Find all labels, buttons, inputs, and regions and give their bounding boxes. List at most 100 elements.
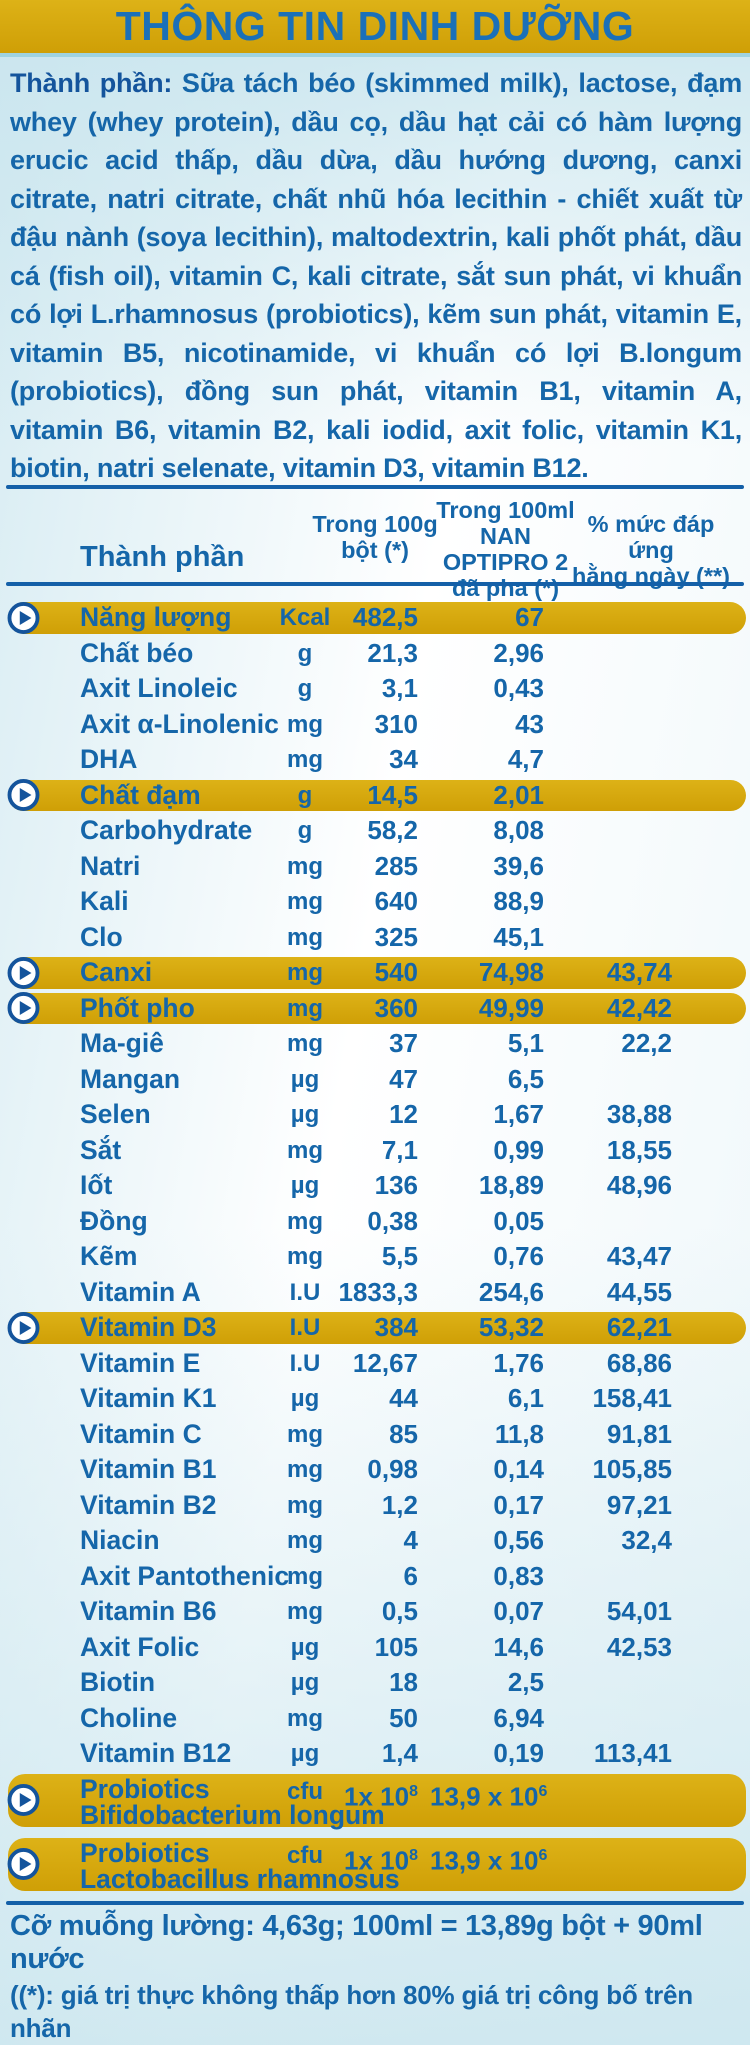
nutrient-unit: mg xyxy=(287,1491,323,1519)
value-per-100ml: 2,01 xyxy=(493,779,544,810)
value-per-100g: 0,98 xyxy=(367,1454,418,1484)
footer-notes: Cỡ muỗng lường: 4,63g; 100ml = 13,89g bộ… xyxy=(10,1910,742,2045)
nutrient-unit: mg xyxy=(287,1562,323,1590)
nutrient-unit: µg xyxy=(290,1740,320,1767)
play-icon xyxy=(7,779,40,812)
nutrient-row: DHA mg 34 4,7 xyxy=(0,742,750,778)
value-per-100ml: 74,98 xyxy=(478,957,544,987)
nutrient-unit: mg xyxy=(287,994,323,1022)
column-header-per-100g: Trong 100g bột (*) xyxy=(312,511,438,563)
daily-value-percent: 32,4 xyxy=(621,1525,672,1555)
nutrient-row: Niacin mg 4 0,56 32,4 xyxy=(0,1523,750,1559)
value-per-100g: 540 xyxy=(374,957,418,987)
value-per-100g: 37 xyxy=(389,1028,418,1058)
value-per-100ml: 67 xyxy=(515,602,544,632)
nutrient-row: Kẽm mg 5,5 0,76 43,47 xyxy=(0,1239,750,1275)
nutrient-row: Axit Pantothenic mg 6 0,83 xyxy=(0,1559,750,1595)
value-per-100g: 21,3 xyxy=(367,637,418,668)
nutrient-row: Phốt pho mg 360 49,99 42,42 xyxy=(0,991,750,1027)
value-per-100ml: 0,43 xyxy=(493,673,544,703)
value-per-100ml: 11,8 xyxy=(494,1418,544,1449)
nutrient-name: Chất béo xyxy=(80,637,194,668)
nutrient-unit: cfu xyxy=(287,1777,323,1805)
nutrient-unit: mg xyxy=(287,746,323,773)
value-per-100ml: 2,96 xyxy=(493,637,544,668)
nutrient-row: Carbohydrate g 58,2 8,08 xyxy=(0,813,750,849)
nutrient-name: Chất đạm xyxy=(80,779,201,810)
nutrient-row: Ma-giê mg 37 5,1 22,2 xyxy=(0,1026,750,1062)
value-per-100ml: 0,19 xyxy=(493,1738,544,1768)
value-per-100g: 325 xyxy=(374,921,418,952)
scoop-size-line: Cỡ muỗng lường: 4,63g; 100ml = 13,89g bộ… xyxy=(10,1910,703,1975)
value-per-100g: 12,67 xyxy=(352,1347,418,1378)
ingredients-text: Sữa tách béo (skimmed milk), lactose, đạ… xyxy=(10,68,742,483)
value-per-100g: 18 xyxy=(389,1667,418,1697)
row-highlight xyxy=(8,1312,746,1344)
value-per-100g: 1,2 xyxy=(381,1489,418,1520)
value-per-100ml: 0,07 xyxy=(493,1596,544,1626)
nutrient-unit: mg xyxy=(287,1598,323,1625)
nutrient-row: Canxi mg 540 74,98 43,74 xyxy=(0,955,750,991)
nutrient-name: Axit Linoleic xyxy=(80,673,238,703)
value-per-100g: 47 xyxy=(389,1063,418,1094)
nutrient-unit: mg xyxy=(287,1456,323,1483)
ingredients-label: Thành phần: xyxy=(10,68,173,98)
daily-value-percent: 62,21 xyxy=(606,1312,672,1342)
value-per-100ml: 5,1 xyxy=(507,1028,544,1058)
row-highlight xyxy=(8,1837,746,1891)
value-per-100g: 14,5 xyxy=(367,779,418,810)
nutrient-name: Iốt xyxy=(80,1170,113,1200)
nutrient-name: Carbohydrate xyxy=(80,815,253,845)
nutrient-unit: µg xyxy=(290,1385,320,1412)
nutrient-name: Vitamin K1 xyxy=(80,1383,217,1413)
title-band: THÔNG TIN DINH DƯỠNG xyxy=(0,0,750,57)
value-per-100ml: 0,99 xyxy=(493,1134,544,1165)
nutrient-row: Mangan µg 47 6,5 xyxy=(0,1062,750,1098)
nutrient-name: Vitamin B12 xyxy=(80,1738,232,1768)
divider-bottom xyxy=(6,1901,744,1905)
nutrient-unit: I.U xyxy=(289,1349,321,1377)
nutrient-row: Probiotics Bifidobacterium longum cfu 1x 10… xyxy=(0,1772,750,1829)
nutrient-unit: mg xyxy=(287,1527,323,1554)
value-per-100ml: 1,67 xyxy=(493,1099,544,1129)
nutrient-unit: µg xyxy=(290,1065,320,1093)
value-per-100g: 0,5 xyxy=(381,1596,418,1626)
daily-value-percent: 97,21 xyxy=(606,1489,672,1520)
nutrient-unit: µg xyxy=(290,1633,320,1661)
nutrient-name: Vitamin B6 xyxy=(80,1596,217,1626)
table-body: Năng lượng Kcal 482,5 67 Chất béo g 21,3 2,96 Ax… xyxy=(0,600,750,1896)
nutrient-name: Biotin xyxy=(80,1667,156,1697)
nutrient-row: Vitamin B2 mg 1,2 0,17 97,21 xyxy=(0,1488,750,1524)
nutrient-row: Vitamin A I.U 1833,3 254,6 44,55 xyxy=(0,1275,750,1311)
value-per-100ml: 2,5 xyxy=(507,1667,544,1697)
nutrient-name: Vitamin C xyxy=(80,1418,202,1449)
nutrient-unit: I.U xyxy=(289,1314,321,1341)
value-per-100g: 105 xyxy=(374,1631,418,1662)
daily-value-percent: 48,96 xyxy=(606,1170,672,1200)
daily-value-percent: 42,42 xyxy=(606,992,672,1023)
value-per-100ml: 0,83 xyxy=(493,1560,544,1591)
nutrient-name: Niacin xyxy=(80,1525,160,1555)
value-per-100ml: 6,5 xyxy=(507,1063,544,1094)
nutrient-row: Axit Folic µg 105 14,6 42,53 xyxy=(0,1630,750,1666)
value-per-100ml: 6,94 xyxy=(493,1702,544,1733)
nutrient-row: Vitamin B12 µg 1,4 0,19 113,41 xyxy=(0,1736,750,1772)
nutrient-unit: mg xyxy=(287,710,323,738)
value-per-100ml: 0,17 xyxy=(493,1489,544,1520)
nutrient-name: Vitamin B2 xyxy=(80,1489,217,1520)
play-icon xyxy=(7,601,40,634)
value-per-100g: 58,2 xyxy=(367,815,418,845)
nutrient-unit: mg xyxy=(287,1030,323,1057)
daily-value-percent: 158,41 xyxy=(592,1383,672,1413)
play-icon xyxy=(7,1848,40,1881)
page-title: THÔNG TIN DINH DƯỠNG xyxy=(115,3,635,49)
nutrient-row: Probiotics Lactobacillus rhamnosus cfu 1x 1… xyxy=(0,1836,750,1893)
nutrient-row: Kali mg 640 88,9 xyxy=(0,884,750,920)
value-per-100g: 1x 108 xyxy=(344,1781,418,1812)
footnote-1: ((*): giá trị thực không thấp hơn 80% gi… xyxy=(10,1980,693,2043)
play-icon xyxy=(7,956,40,989)
nutrient-unit: cfu xyxy=(287,1841,323,1869)
nutrient-row: Selen µg 12 1,67 38,88 xyxy=(0,1097,750,1133)
row-highlight xyxy=(8,1773,746,1827)
